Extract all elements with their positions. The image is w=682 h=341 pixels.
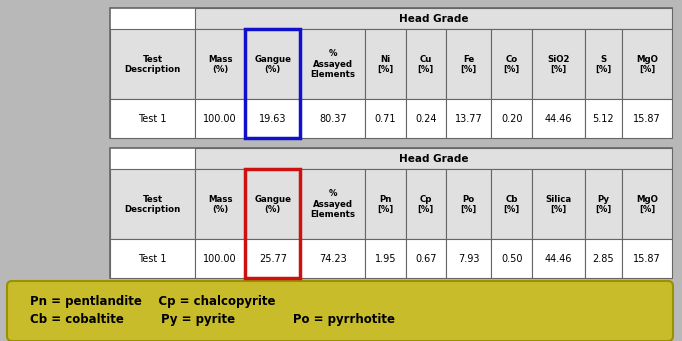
Bar [365,29,406,99]
Bar [195,148,672,169]
Bar [246,169,300,278]
Bar [300,239,365,278]
Bar [246,99,300,138]
Bar [446,169,492,239]
Bar [406,169,446,239]
Text: Mass
(%): Mass (%) [208,55,233,74]
Text: Cp
[%]: Cp [%] [417,194,434,214]
Bar [622,169,672,239]
Text: 74.23: 74.23 [318,253,346,264]
Bar [300,169,365,239]
Text: Silica
[%]: Silica [%] [545,194,572,214]
Bar [246,169,300,239]
Bar [110,239,195,278]
Text: 0.50: 0.50 [501,253,522,264]
Text: Po
[%]: Po [%] [460,194,477,214]
Bar [195,169,246,239]
Text: 0.24: 0.24 [415,114,436,123]
Bar [532,169,584,239]
Bar [622,29,672,99]
Text: Gangue
(%): Gangue (%) [254,194,291,214]
Bar [584,99,622,138]
Text: Head Grade: Head Grade [399,14,469,24]
Bar [492,239,532,278]
Bar [446,239,492,278]
Bar [365,169,406,239]
Text: 0.20: 0.20 [501,114,522,123]
FancyBboxPatch shape [7,281,673,341]
Bar [532,239,584,278]
Text: 1.95: 1.95 [374,253,396,264]
Text: %
Assayed
Elements: % Assayed Elements [310,189,355,219]
Bar [110,8,672,138]
Text: 44.46: 44.46 [544,114,572,123]
Text: %
Assayed
Elements: % Assayed Elements [310,49,355,79]
Text: Test
Description: Test Description [124,55,181,74]
Text: Fe
[%]: Fe [%] [460,55,477,74]
Text: Ni
[%]: Ni [%] [377,55,394,74]
Text: Test
Description: Test Description [124,194,181,214]
Text: SiO2
[%]: SiO2 [%] [547,55,569,74]
Text: 100.00: 100.00 [203,253,237,264]
Bar [492,29,532,99]
Bar [406,99,446,138]
Bar [110,148,672,278]
Text: Gangue
(%): Gangue (%) [254,55,291,74]
Bar [300,99,365,138]
Bar [246,29,300,138]
Text: 44.46: 44.46 [544,253,572,264]
Text: 13.77: 13.77 [455,114,483,123]
Text: Test 1: Test 1 [138,114,167,123]
Bar [365,239,406,278]
Bar [300,29,365,99]
Text: 0.67: 0.67 [415,253,436,264]
Bar [584,29,622,99]
Text: Py
[%]: Py [%] [595,194,611,214]
Text: Mass
(%): Mass (%) [208,194,233,214]
Text: Pn = pentlandite    Cp = chalcopyrite: Pn = pentlandite Cp = chalcopyrite [30,296,276,309]
Bar [246,239,300,278]
Text: 0.71: 0.71 [374,114,396,123]
Bar [406,29,446,99]
Text: MgO
[%]: MgO [%] [636,55,658,74]
Text: 5.12: 5.12 [593,114,614,123]
Text: S
[%]: S [%] [595,55,611,74]
Text: 100.00: 100.00 [203,114,237,123]
Bar [532,29,584,99]
Bar [584,239,622,278]
Bar [110,169,195,239]
Text: 25.77: 25.77 [258,253,286,264]
Text: 15.87: 15.87 [633,253,661,264]
Bar [532,99,584,138]
Bar [492,99,532,138]
Bar [246,29,300,99]
Bar [195,239,246,278]
Text: Co
[%]: Co [%] [503,55,520,74]
Bar [365,99,406,138]
Text: Cb = cobaltite         Py = pyrite              Po = pyrrhotite: Cb = cobaltite Py = pyrite Po = pyrrhoti… [30,313,395,326]
Text: Test 1: Test 1 [138,253,167,264]
Text: 19.63: 19.63 [259,114,286,123]
Bar [195,8,672,29]
Bar [446,99,492,138]
Bar [446,29,492,99]
Text: Head Grade: Head Grade [399,154,469,164]
Bar [406,239,446,278]
Text: Cb
[%]: Cb [%] [503,194,520,214]
Text: 15.87: 15.87 [633,114,661,123]
Bar [110,29,195,99]
Bar [110,99,195,138]
Text: Cu
[%]: Cu [%] [417,55,434,74]
Bar [195,99,246,138]
Text: 2.85: 2.85 [593,253,614,264]
Bar [622,239,672,278]
Bar [584,169,622,239]
Bar [195,29,246,99]
Text: Pn
[%]: Pn [%] [377,194,394,214]
Text: 7.93: 7.93 [458,253,479,264]
Bar [622,99,672,138]
Bar [492,169,532,239]
Text: MgO
[%]: MgO [%] [636,194,658,214]
Text: 80.37: 80.37 [319,114,346,123]
